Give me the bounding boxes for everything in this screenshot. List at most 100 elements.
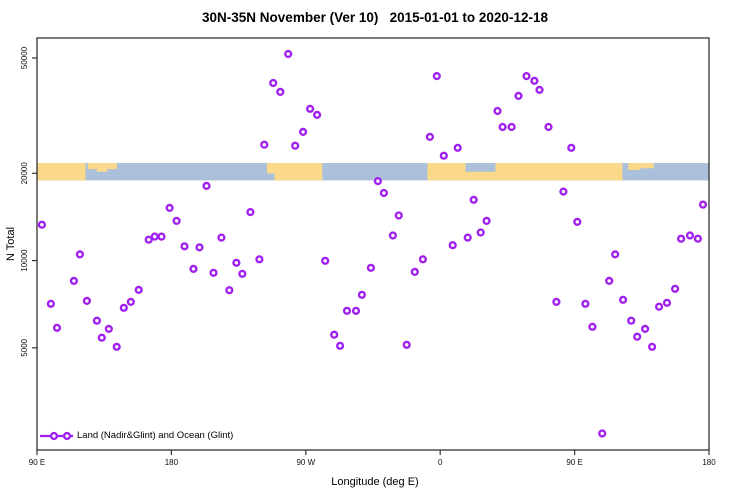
data-point [255, 255, 264, 264]
data-point [410, 267, 419, 277]
data-point [342, 306, 352, 315]
y-tick-label: 5000 [20, 338, 29, 356]
data-point [693, 234, 703, 243]
data-point [611, 250, 620, 259]
data-point [232, 258, 241, 267]
data-point [75, 250, 85, 259]
x-tick-label: 0 [438, 458, 443, 467]
data-point [180, 242, 189, 251]
chart-title: 30N-35N November (Ver 10) 2015-01-01 to … [202, 10, 548, 25]
data-point [225, 286, 234, 295]
data-point [493, 106, 502, 116]
data-point [357, 290, 367, 299]
data-point [269, 78, 278, 88]
data-point [217, 233, 226, 242]
data-point [69, 276, 79, 286]
data-point [336, 341, 345, 350]
data-point [209, 268, 218, 277]
data-point [522, 71, 531, 81]
data-point [588, 322, 597, 331]
data-point [469, 195, 478, 204]
data-point [544, 122, 553, 132]
data-point [195, 243, 204, 252]
data-point [246, 208, 255, 217]
map-band-land [87, 163, 97, 170]
data-point [627, 316, 636, 325]
data-point [605, 276, 614, 286]
data-point [276, 87, 285, 97]
y-tick-label: 20000 [20, 162, 29, 185]
data-point [559, 187, 568, 196]
data-point [366, 263, 376, 272]
data-point [552, 297, 561, 307]
data-point [530, 76, 539, 85]
data-point [379, 188, 389, 198]
data-point [306, 104, 315, 113]
data-point [97, 333, 106, 342]
x-tick-label: 90 E [29, 458, 45, 467]
data-point [46, 299, 56, 308]
data-point [52, 323, 62, 332]
data-point [662, 298, 672, 307]
data-point [567, 143, 576, 152]
data-point [299, 127, 308, 137]
map-band-land [96, 163, 108, 172]
data-point [618, 295, 628, 304]
data-point [647, 342, 657, 351]
data-point [150, 232, 159, 241]
data-point [313, 110, 322, 120]
data-point [92, 316, 102, 325]
data-point [670, 284, 680, 293]
data-point [165, 203, 174, 213]
legend-label: Land (Nadir&Glint) and Ocean (Glint) [77, 430, 234, 442]
data-point [126, 297, 135, 307]
map-band-land [37, 163, 86, 181]
data-point [402, 340, 411, 349]
data-point [514, 91, 523, 101]
data-point [172, 216, 181, 226]
x-axis-title: Longitude (deg E) [331, 476, 419, 488]
data-point [476, 228, 485, 237]
data-point [388, 231, 398, 240]
data-point [685, 231, 695, 240]
data-point [439, 151, 448, 160]
data-point [284, 49, 293, 59]
data-point [351, 306, 361, 315]
data-point [202, 181, 211, 191]
data-point [112, 342, 121, 351]
data-point [260, 140, 269, 149]
data-point [453, 143, 462, 152]
data-point [640, 324, 650, 334]
data-point [321, 256, 330, 265]
data-point [37, 220, 47, 229]
data-point [104, 324, 113, 334]
map-band-land [495, 163, 623, 181]
data-point [573, 217, 582, 227]
data-point [463, 233, 472, 242]
map-band-land [274, 163, 323, 181]
y-tick-label: 10000 [20, 249, 29, 272]
data-point [291, 141, 300, 150]
data-point [157, 232, 166, 241]
data-point [82, 296, 92, 306]
data-point [507, 122, 516, 132]
map-band-land [266, 163, 275, 174]
x-tick-label: 90 W [296, 458, 315, 467]
data-point [432, 71, 441, 81]
plot-border [36, 37, 710, 451]
data-point [373, 177, 383, 186]
data-point [119, 303, 128, 312]
data-point [698, 200, 708, 209]
data-point [633, 332, 642, 341]
map-band-land [640, 163, 654, 169]
data-point [394, 211, 403, 220]
data-point [581, 299, 590, 308]
x-tick-label: 180 [165, 458, 179, 467]
data-point [448, 241, 457, 250]
data-point [676, 234, 686, 243]
x-tick-label: 180 [702, 458, 716, 467]
data-point [654, 302, 664, 311]
data-point [482, 216, 491, 226]
